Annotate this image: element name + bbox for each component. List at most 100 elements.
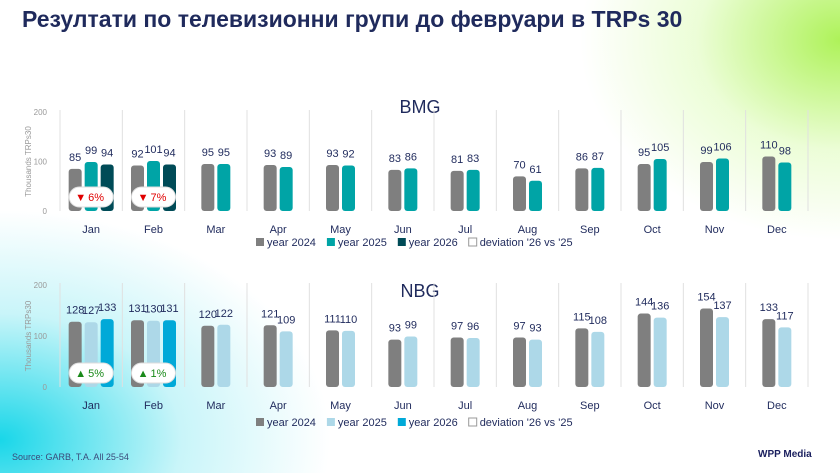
y-axis-label: Thousands TRPs30	[24, 126, 33, 197]
data-label: 99	[85, 145, 97, 157]
bar-year-2025-mar	[217, 324, 231, 387]
data-label: 115	[573, 311, 591, 323]
bar-year-2024-apr	[263, 164, 277, 211]
y-tick-label: 100	[34, 332, 48, 341]
bar-year-2025-sep	[591, 331, 605, 387]
bar-year-2025-jun	[404, 336, 418, 387]
bar-year-2024-sep	[575, 328, 589, 387]
legend-swatch	[468, 417, 478, 427]
bar-year-2025-dec	[778, 327, 792, 387]
data-label: 61	[529, 164, 541, 176]
data-label: 105	[651, 142, 669, 154]
data-label: 95	[202, 147, 214, 159]
bar-year-2024-nov	[700, 161, 713, 211]
data-label: 108	[589, 315, 607, 327]
legend-swatch	[397, 418, 406, 426]
data-label: 133	[98, 302, 116, 314]
legend-label: year 2026	[409, 237, 458, 249]
legend-label: year 2024	[267, 237, 316, 249]
bar-year-2024-jun	[388, 169, 402, 211]
data-label: 144	[635, 297, 653, 309]
legend-swatch	[326, 418, 335, 426]
bar-year-2024-may	[326, 330, 339, 387]
deviation-label: 1%	[151, 368, 167, 380]
bar-year-2024-aug	[513, 176, 526, 211]
data-label: 89	[280, 150, 292, 162]
y-tick-label: 0	[43, 207, 48, 216]
legend-swatch	[256, 418, 264, 426]
bar-year-2024-jun	[388, 339, 402, 387]
data-label: 96	[467, 321, 479, 333]
data-label: 128	[66, 305, 84, 317]
x-tick-label: Mar	[206, 400, 225, 412]
x-tick-label: Dec	[767, 400, 787, 412]
y-tick-label: 0	[43, 383, 48, 392]
bar-year-2025-jul	[466, 338, 480, 387]
bar-year-2024-aug	[513, 337, 526, 387]
y-tick-label: 200	[34, 281, 48, 290]
x-tick-label: Oct	[644, 400, 661, 412]
legend-swatch	[468, 237, 478, 247]
data-label: 92	[131, 148, 143, 160]
data-label: 95	[638, 147, 650, 159]
data-label: 86	[576, 151, 588, 163]
data-label: 94	[101, 147, 113, 159]
x-tick-label: Jun	[394, 224, 412, 236]
x-tick-label: Jan	[82, 224, 100, 236]
bar-year-2025-nov	[716, 158, 729, 211]
x-tick-label: Jun	[394, 400, 412, 412]
data-label: 98	[779, 145, 791, 157]
bar-year-2025-nov	[716, 317, 729, 387]
legend-label: year 2024	[267, 417, 316, 429]
legend-label: year 2025	[338, 417, 387, 429]
data-label: 110	[760, 140, 778, 152]
x-tick-label: Mar	[206, 224, 225, 236]
legend-label: deviation '26 vs '25	[480, 237, 573, 249]
data-label: 93	[529, 323, 541, 335]
y-tick-label: 200	[34, 108, 48, 117]
data-label: 95	[218, 147, 230, 159]
triangle-down-icon: ▼	[75, 192, 86, 204]
bar-year-2024-dec	[762, 156, 776, 211]
x-tick-label: Jul	[458, 400, 472, 412]
data-label: 137	[713, 300, 731, 312]
data-label: 154	[697, 291, 715, 303]
bar-year-2025-aug	[529, 339, 542, 387]
bar-year-2025-dec	[778, 162, 792, 211]
data-label: 93	[389, 323, 401, 335]
x-tick-label: Feb	[144, 400, 163, 412]
x-tick-label: Jul	[458, 224, 472, 236]
y-axis-label: Thousands TRPs30	[24, 300, 33, 371]
legend-label: year 2025	[338, 237, 387, 249]
bar-year-2025-jun	[404, 168, 418, 211]
data-label: 131	[160, 303, 178, 315]
x-tick-label: Nov	[705, 400, 725, 412]
bar-year-2025-oct	[653, 317, 667, 387]
data-label: 109	[277, 314, 295, 326]
data-label: 99	[405, 320, 417, 332]
y-tick-label: 100	[34, 158, 48, 167]
x-tick-label: Apr	[270, 400, 287, 412]
x-tick-label: Apr	[270, 224, 287, 236]
data-label: 121	[261, 308, 279, 320]
data-label: 99	[700, 145, 712, 157]
data-label: 120	[199, 309, 217, 321]
deviation-badge	[68, 362, 114, 384]
bar-year-2024-jul	[450, 337, 464, 387]
triangle-up-icon: ▲	[138, 368, 149, 380]
data-label: 97	[513, 321, 525, 333]
x-tick-label: Dec	[767, 224, 787, 236]
triangle-down-icon: ▼	[138, 192, 149, 204]
bar-year-2024-mar	[201, 163, 215, 211]
data-label: 127	[82, 305, 100, 317]
data-label: 122	[215, 308, 233, 320]
x-tick-label: May	[330, 224, 351, 236]
bar-year-2024-apr	[263, 325, 277, 387]
x-tick-label: May	[330, 400, 351, 412]
data-label: 130	[144, 304, 162, 316]
legend-label: deviation '26 vs '25	[480, 417, 573, 429]
deviation-badge	[131, 362, 176, 384]
bar-year-2024-may	[326, 164, 339, 211]
x-tick-label: Sep	[580, 224, 600, 236]
